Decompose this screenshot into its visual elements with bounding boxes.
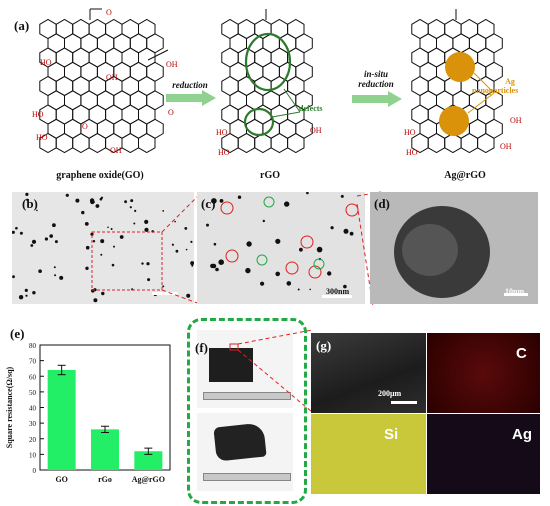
y-tick-label: 50	[29, 389, 37, 397]
eds-label-si: Si	[384, 426, 399, 443]
go-structure-diagram: OH HO HO OH O HO O OH O	[32, 8, 178, 155]
panel-c-label: (c)	[201, 196, 216, 211]
tem-image-c	[197, 192, 365, 304]
bar-go	[47, 370, 76, 470]
go-group-1: OH	[166, 60, 178, 69]
tem-image-b	[12, 192, 194, 304]
panel-e-label: (e)	[10, 326, 25, 341]
caption-rgo: rGO	[260, 170, 280, 181]
photo-bent-film	[197, 413, 293, 491]
rgo-group-3: HO	[218, 148, 230, 157]
ag-rgo-structure-diagram: HO OH HO OH	[404, 9, 522, 157]
go-group-7: O	[168, 108, 174, 117]
panel-b-label: (b)	[22, 196, 38, 211]
ag-group-1: HO	[404, 128, 416, 137]
tem-image-b-particles	[12, 192, 194, 303]
zoom-lines-b-c	[161, 193, 201, 305]
panel-c-scale: 300nm	[326, 287, 350, 296]
go-group-3: HO	[32, 110, 44, 119]
eds-map-carbon	[427, 333, 540, 413]
y-tick-label: 60	[29, 373, 37, 381]
defects-label: defects	[299, 104, 323, 113]
reduction-arrow	[166, 90, 216, 106]
arrow1-label: reduction	[172, 80, 208, 90]
go-group-6: HO	[36, 133, 48, 142]
rgo-group-2: OH	[310, 126, 322, 135]
rgo-structure-diagram: HO OH HO	[216, 9, 322, 157]
bar-agrgo	[134, 451, 163, 470]
ag-group-3: HO	[406, 148, 418, 157]
nano-label-line1: Ag	[505, 77, 515, 86]
zoom-lines-f-g	[229, 329, 313, 413]
x-tick-label: Ag@rGO	[132, 475, 165, 484]
hrtem-image-d-particle	[394, 206, 528, 298]
nano-label-line2: nanoparticles	[472, 86, 519, 95]
ag-group-2: OH	[510, 116, 522, 125]
go-group-4: OH	[106, 73, 118, 82]
defect-ellipse-top	[244, 32, 292, 92]
bar-rgo	[91, 429, 119, 470]
arrow2-label-line2: reduction	[358, 79, 394, 89]
in-situ-reduction-arrow	[352, 91, 402, 107]
y-tick-label: 30	[29, 420, 37, 428]
eds-map-silicon	[311, 414, 426, 494]
caption-ag-rgo: Ag@rGO	[444, 170, 486, 181]
go-group-2: HO	[40, 58, 52, 67]
panel-g-scale: 200μm	[378, 389, 402, 398]
panel-f-frame	[187, 318, 307, 504]
panel-g-label: (g)	[316, 338, 332, 353]
y-tick-label: 70	[29, 358, 37, 366]
y-axis-label: Square resistance(Ω/sq)	[5, 366, 14, 448]
caption-go: graphene oxide(GO)	[56, 170, 144, 181]
ag-group-4: OH	[500, 142, 512, 151]
panel-d-label: (d)	[374, 196, 390, 211]
go-group-5: O	[82, 122, 88, 131]
ag-nanoparticle-top	[445, 52, 475, 82]
panel-f-label: (f)	[195, 340, 208, 355]
y-tick-label: 0	[33, 467, 37, 475]
y-tick-label: 40	[29, 405, 37, 413]
go-group-8: OH	[110, 146, 122, 155]
panel-a-label: (a)	[14, 18, 30, 33]
panel-d-scale: 10nm	[505, 287, 525, 296]
sem-image-g	[311, 333, 426, 413]
x-tick-label: GO	[55, 475, 67, 484]
x-tick-label: rGo	[98, 475, 112, 484]
resistance-bar-chart: 0 10 20 30 40 50 60 70 80 Square resistance(Ω/sq)…	[5, 342, 171, 484]
go-group-9: O	[106, 8, 112, 17]
eds-map-silver	[427, 414, 540, 494]
arrow2-label-line1: in-situ	[363, 69, 388, 79]
defect-ellipse-bottom	[243, 107, 275, 137]
y-tick-label: 20	[29, 436, 37, 444]
eds-label-c: C	[516, 345, 527, 362]
tem-image-c-particles	[206, 192, 359, 298]
y-tick-label: 80	[29, 342, 37, 350]
hrtem-image-d	[370, 192, 538, 304]
y-tick-label: 10	[29, 451, 37, 459]
rgo-group-1: HO	[216, 128, 228, 137]
eds-label-ag: Ag	[512, 426, 532, 443]
ag-nanoparticle-bottom	[439, 106, 469, 136]
